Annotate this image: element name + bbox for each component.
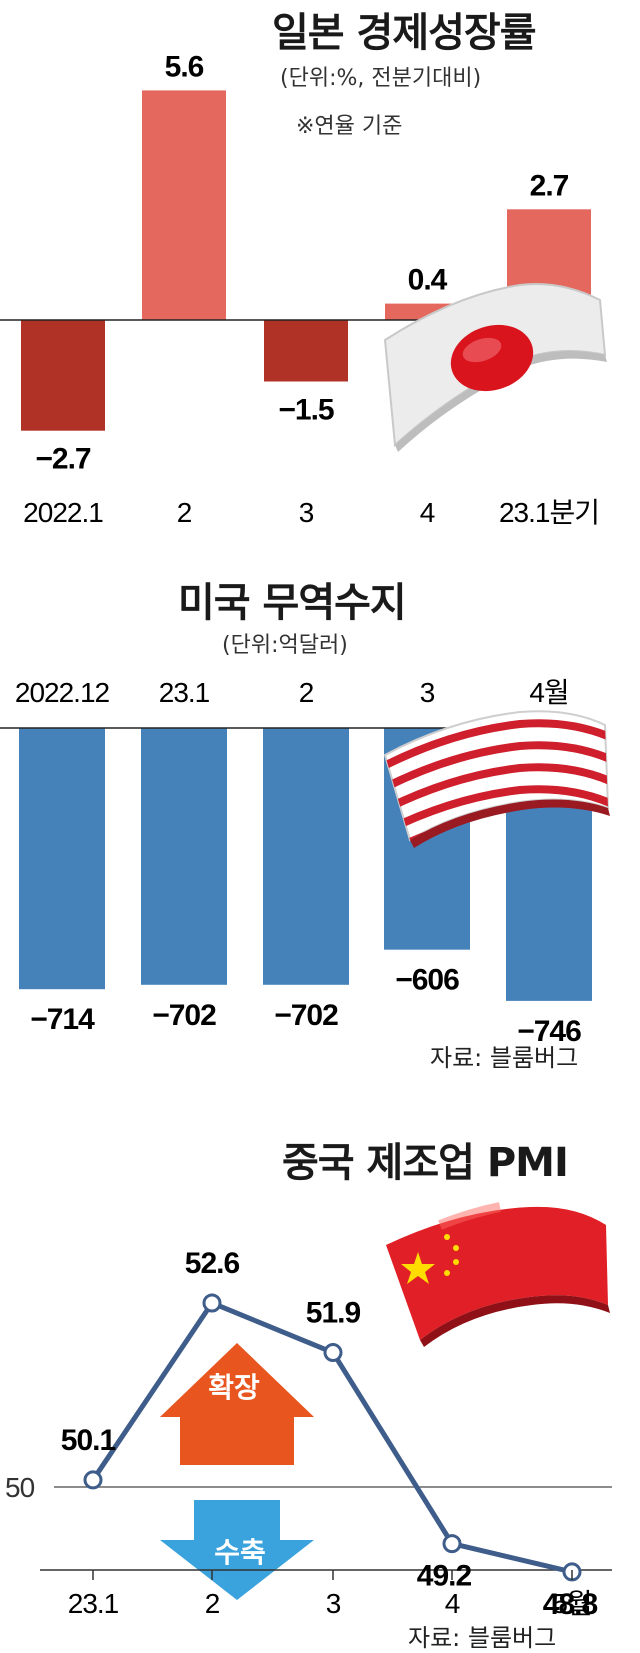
category-label: 23.1 xyxy=(68,1588,119,1619)
japan-growth-chart: 일본 경제성장률 (단위:%, 전분기대비) ※연율 기준 −2.7 2022.1… xyxy=(0,0,640,540)
china-pmi-chart: 중국 제조업 PMI 확장 수축 50 50.1 23.1 52.6 2 51.9 3 49.… xyxy=(0,1115,640,1653)
japan-bar-plot: −2.7 2022.1 5.6 2 −1.5 3 0.4 4 2.7 23.1분기 xyxy=(0,50,607,528)
data-label: −702 xyxy=(152,999,216,1032)
data-label: −1.5 xyxy=(278,394,334,427)
contraction-label: 수축 xyxy=(214,1536,266,1569)
unit-note: (단위:억달러) xyxy=(222,633,348,658)
data-label: −702 xyxy=(274,999,338,1032)
category-label: 2 xyxy=(205,1588,220,1619)
japan-flag-icon xyxy=(383,283,607,452)
data-point xyxy=(202,1293,222,1313)
data-point xyxy=(83,1470,103,1490)
expansion-arrow xyxy=(160,1343,314,1465)
category-label: 5월 xyxy=(552,1588,591,1619)
contraction-arrow xyxy=(160,1500,314,1600)
chart-title: 미국 무역수지 xyxy=(178,580,407,626)
data-label: 5.6 xyxy=(165,50,204,83)
category-label: 2022.1 xyxy=(23,497,103,528)
expansion-label: 확장 xyxy=(208,1371,260,1404)
source-note: 자료: 블룸버그 xyxy=(430,1044,579,1072)
category-label: 3 xyxy=(299,497,314,528)
data-label: −2.7 xyxy=(35,443,91,476)
data-label: 48.8 xyxy=(543,1588,598,1621)
data-label: 52.6 xyxy=(185,1247,240,1280)
data-label: 50.1 xyxy=(61,1424,116,1457)
category-label: 23.1분기 xyxy=(499,497,599,528)
data-label: −606 xyxy=(395,964,459,997)
data-point xyxy=(442,1534,462,1554)
bar xyxy=(142,90,226,321)
data-label: −714 xyxy=(30,1003,95,1036)
us-trade-chart: 미국 무역수지 (단위:억달러) −714 2022.12 −702 23.1 −702… xyxy=(0,540,640,1115)
category-label: 23.1 xyxy=(159,677,210,708)
category-label: 3 xyxy=(420,677,435,708)
data-label: 51.9 xyxy=(306,1297,361,1330)
bar xyxy=(141,728,227,985)
unit-note: (단위:%, 전분기대비) xyxy=(280,66,482,91)
bar xyxy=(263,728,349,985)
us-bar-plot: −714 2022.12 −702 23.1 −702 2 −606 3 −746 4월 xyxy=(0,677,610,1048)
china-flag-icon xyxy=(386,1202,610,1347)
category-label: 4 xyxy=(445,1588,460,1619)
data-label: −746 xyxy=(517,1015,581,1048)
category-label: 2 xyxy=(299,677,314,708)
source-note: 자료: 블룸버그 xyxy=(408,1624,557,1652)
data-label: 0.4 xyxy=(408,264,448,297)
category-label: 2 xyxy=(177,497,192,528)
china-line-plot: 확장 수축 50 50.1 23.1 52.6 2 51.9 3 49.24 48.85월 xyxy=(5,1202,612,1621)
bar xyxy=(19,728,105,990)
data-label: 49.2 xyxy=(417,1560,472,1593)
data-label: 2.7 xyxy=(530,169,569,202)
category-label: 4월 xyxy=(529,677,568,708)
chart-title: 중국 제조업 PMI xyxy=(282,1140,569,1186)
chart-title: 일본 경제성장률 xyxy=(272,10,537,56)
basis-note: ※연율 기준 xyxy=(296,114,403,139)
bar xyxy=(264,320,348,382)
data-point xyxy=(323,1343,343,1363)
bar xyxy=(21,320,105,431)
category-label: 3 xyxy=(326,1588,341,1619)
category-label: 4 xyxy=(420,497,435,528)
reference-label: 50 xyxy=(5,1472,35,1503)
category-label: 2022.12 xyxy=(15,677,110,708)
